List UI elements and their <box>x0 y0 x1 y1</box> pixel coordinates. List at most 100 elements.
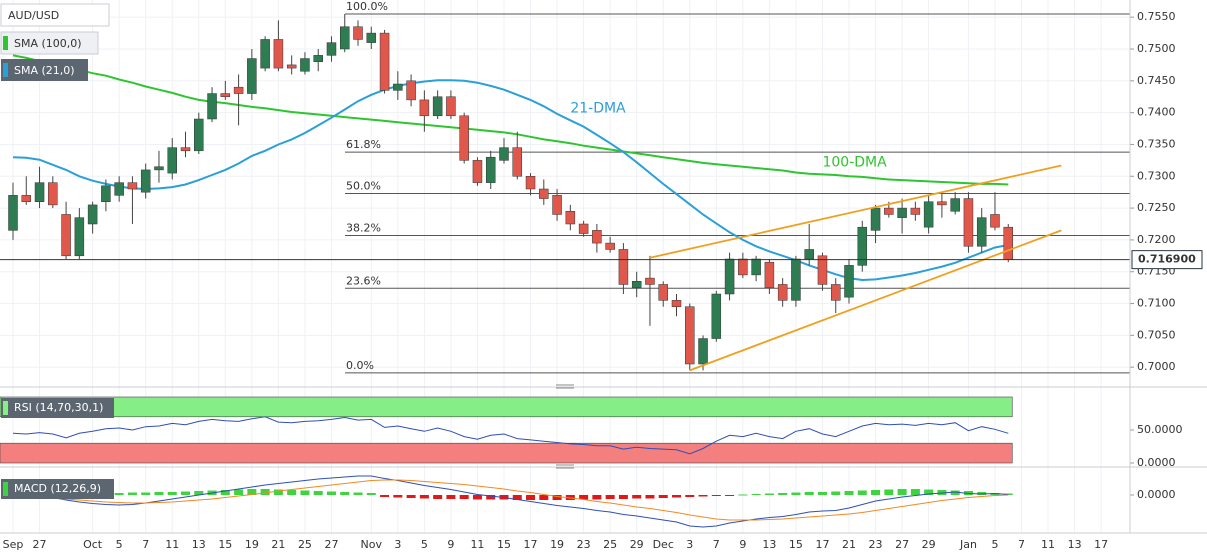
candle-body <box>432 96 443 117</box>
x-tick-label: Nov <box>361 538 383 551</box>
candle-body <box>459 115 469 161</box>
indicator-box <box>1 398 114 418</box>
x-tick-label: 7 <box>713 538 720 551</box>
macd-histogram-bar <box>632 495 642 499</box>
candle-body <box>340 26 350 50</box>
candle-body <box>366 32 377 43</box>
candle-body <box>21 195 32 202</box>
y-tick-label: 0.7500 <box>1137 42 1176 55</box>
y-tick-label: 0.7400 <box>1137 106 1176 119</box>
candle-body <box>233 86 244 94</box>
macd-histogram-bar <box>220 490 230 495</box>
macd-histogram-bar <box>406 495 416 498</box>
macd-histogram-bar <box>685 495 695 497</box>
candle-body <box>884 207 894 215</box>
macd-histogram-bar <box>419 495 429 499</box>
macd-histogram-bar <box>167 492 177 495</box>
candle-body <box>724 258 735 295</box>
indicator-swatch <box>3 482 8 496</box>
macd-histogram-bar <box>831 491 841 495</box>
y-tick-label: 0.7250 <box>1137 201 1176 214</box>
rsi-band <box>0 442 1013 464</box>
candle-body <box>698 338 708 365</box>
x-tick-label: 11 <box>1041 538 1055 551</box>
legend-label: SMA (21,0) <box>14 64 75 77</box>
macd-histogram-bar <box>114 493 124 495</box>
indicator-title: MACD (12,26,9) <box>14 482 101 495</box>
macd-histogram-bar <box>141 492 151 495</box>
candle-body <box>791 258 801 301</box>
candle-body <box>711 293 722 339</box>
candle-body <box>685 306 695 365</box>
symbol-box <box>0 3 110 27</box>
x-tick-label: 21 <box>271 538 285 551</box>
y-tick-label: 0.7050 <box>1137 328 1176 341</box>
candle-body <box>976 217 987 247</box>
macd-histogram-bar <box>154 492 164 495</box>
x-tick-label: 15 <box>497 538 511 551</box>
candle-body <box>379 32 390 91</box>
macd-histogram-bar <box>897 489 907 495</box>
y-tick-label: 0.7200 <box>1137 233 1176 246</box>
candle-body <box>618 249 629 285</box>
candle-body <box>777 284 788 301</box>
overlay-layer: Sep 27 Oct 5 7 11 13 15 19 21 25 27 Nov 3 5 9 11 15 17 19 23… <box>3 10 1203 551</box>
macd-histogram-bar <box>446 495 456 499</box>
macd-histogram-bar <box>672 495 681 498</box>
x-tick-label: 13 <box>192 538 206 551</box>
candle-body <box>764 261 775 288</box>
candle-body <box>273 39 284 69</box>
macd-histogram-bar <box>273 489 283 495</box>
sma-line <box>12 54 1009 186</box>
x-tick-label: 23 <box>577 538 591 551</box>
macd-histogram-bar <box>645 495 655 499</box>
fib-label: 100.0% <box>346 0 388 13</box>
macd-histogram-bar <box>605 495 615 499</box>
candle-body <box>286 64 297 69</box>
macd-histogram-bar <box>526 495 536 500</box>
candle-body <box>114 182 124 196</box>
x-tick-label: 5 <box>421 538 428 551</box>
macd-histogram-bar <box>751 494 761 495</box>
y-tick-label: 0.7350 <box>1137 137 1176 150</box>
macd-histogram-bar <box>738 494 748 496</box>
macd-histogram-bar <box>950 490 960 495</box>
x-tick-label: 21 <box>842 538 856 551</box>
legend-box <box>1 59 88 81</box>
y-tick-label: 0.0000 <box>1137 456 1176 469</box>
macd-histogram-bar <box>725 495 735 496</box>
candle-body <box>870 207 881 231</box>
candle-body <box>353 26 363 40</box>
macd-histogram-bar <box>711 495 721 496</box>
fib-label: 0.0% <box>346 359 374 372</box>
macd-histogram-bar <box>353 492 363 495</box>
signal-line <box>12 479 1009 521</box>
sma-line <box>12 79 1009 282</box>
y-tick-label: 50.0000 <box>1137 423 1183 436</box>
legend-swatch <box>3 63 8 77</box>
macd-histogram-bar <box>924 489 934 495</box>
x-tick-label: 11 <box>470 538 484 551</box>
x-tick-label: 9 <box>739 538 746 551</box>
candle-body <box>525 176 536 190</box>
candle-body <box>857 226 868 266</box>
macd-histogram-bar <box>592 495 602 500</box>
candle-body <box>154 166 164 171</box>
series-annotation: 100-DMA <box>822 154 887 170</box>
indicator-swatch <box>3 401 8 415</box>
macd-histogram-bar <box>857 490 867 495</box>
rsi-line <box>12 416 1009 455</box>
macd-histogram-bar <box>486 495 496 500</box>
x-tick-label: 9 <box>447 538 454 551</box>
macd-histogram-bar <box>844 491 854 495</box>
candle-body <box>499 147 509 161</box>
candle-body <box>419 99 430 117</box>
candle-body <box>552 195 562 215</box>
candle-body <box>180 147 191 152</box>
candle-body <box>817 255 828 285</box>
x-tick-label: Dec <box>653 538 674 551</box>
macd-histogram-bar <box>539 495 549 500</box>
x-tick-label: 19 <box>245 538 259 551</box>
x-tick-label: 17 <box>524 538 538 551</box>
